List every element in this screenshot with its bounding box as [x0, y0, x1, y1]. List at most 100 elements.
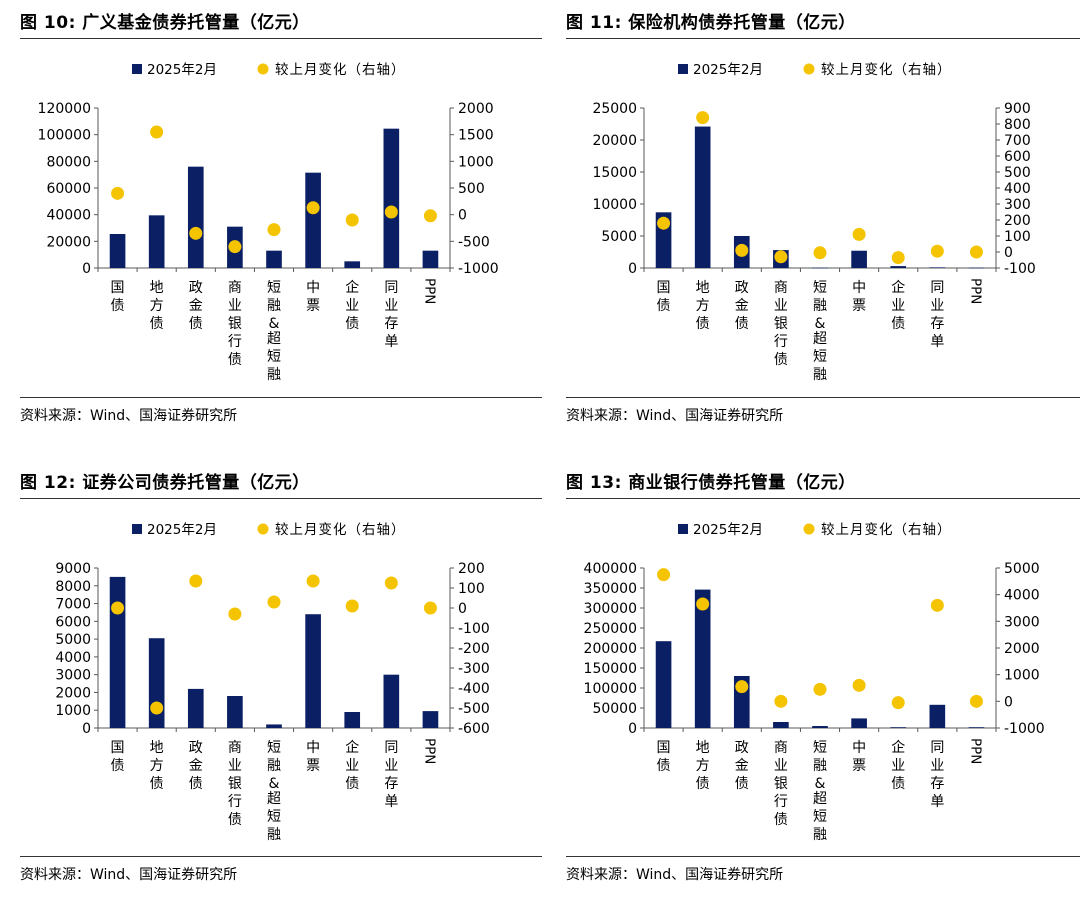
change-dot — [969, 694, 983, 708]
x-tick-char: 债 — [774, 812, 788, 828]
x-tick-char: 融 — [267, 367, 281, 383]
bar — [422, 711, 439, 728]
x-tick-char: 融 — [267, 827, 281, 843]
left-tick-label: 4000 — [55, 650, 91, 666]
right-tick-label: 1000 — [1004, 668, 1040, 684]
bar — [890, 266, 907, 268]
change-dot — [228, 607, 242, 621]
x-tick-char: 地 — [696, 280, 710, 296]
right-tick-label: 5000 — [1004, 561, 1040, 577]
left-tick-label: 15000 — [592, 165, 637, 181]
x-tick-label: 国债 — [111, 280, 125, 314]
bar — [148, 638, 165, 728]
x-tick-label: 商业银行债 — [774, 280, 788, 368]
x-tick-char: 短 — [267, 809, 281, 825]
change-dot — [423, 209, 437, 223]
change-dot — [813, 682, 827, 696]
right-tick-label: -300 — [458, 661, 490, 677]
change-dot — [306, 574, 320, 588]
change-dot — [696, 111, 710, 125]
x-tick-char: 融 — [813, 827, 827, 843]
x-tick-char: 政 — [189, 280, 203, 296]
right-tick-label: -500 — [458, 234, 490, 250]
x-tick-char: 票 — [852, 298, 866, 314]
left-tick-label: 5000 — [601, 229, 637, 245]
legend: 2025年2月 较上月变化（右轴） — [678, 522, 951, 538]
x-tick-char: 行 — [228, 794, 242, 810]
x-tick-char: 银 — [774, 776, 788, 792]
change-dot — [969, 245, 983, 259]
legend-bar-label: 2025年2月 — [147, 522, 217, 538]
x-tick-char: 地 — [696, 740, 710, 756]
x-tick-char: 单 — [384, 334, 398, 350]
x-tick-char: 短 — [813, 349, 827, 365]
bar — [266, 724, 282, 728]
change-dot — [150, 701, 164, 715]
x-tick-char: 国 — [111, 740, 125, 756]
x-tick-label: 商业银行债 — [774, 740, 788, 828]
x-tick-char: 行 — [228, 334, 242, 350]
chart-panel-13: 图 13: 商业银行债券托管量（亿元） 2025年2月 较上月变化（右轴） 0 500… — [566, 462, 1080, 899]
left-tick-label: 40000 — [46, 208, 91, 224]
chart-panel-12: 图 12: 证券公司债券托管量（亿元） 2025年2月 较上月变化（右轴） 0 100… — [20, 462, 542, 899]
left-tick-label: 10000 — [592, 197, 637, 213]
x-tick-char: 业 — [345, 758, 359, 774]
bar — [187, 166, 204, 268]
x-tick-char: 政 — [735, 740, 749, 756]
x-tick-label: 商业银行债 — [228, 280, 242, 368]
right-tick-label: 500 — [1004, 165, 1031, 181]
change-dot — [267, 223, 281, 237]
left-tick-label: 250000 — [584, 621, 637, 637]
bar — [929, 267, 946, 268]
change-dot — [150, 125, 164, 139]
change-dot — [384, 205, 398, 219]
x-tick-char: 地 — [150, 280, 164, 296]
x-tick-char: 单 — [930, 334, 944, 350]
legend-bar-label: 2025年2月 — [693, 62, 763, 78]
x-tick-char: 企 — [345, 739, 359, 756]
title-divider — [20, 38, 542, 39]
x-tick-char: 票 — [852, 758, 866, 774]
x-tick-char: 政 — [735, 280, 749, 296]
change-dot — [267, 595, 281, 609]
legend-dot-label: 较上月变化（右轴） — [275, 522, 406, 538]
bar — [383, 674, 400, 728]
x-tick-label: 政金债 — [189, 280, 203, 332]
x-tick-char: 债 — [228, 352, 242, 368]
x-tick-label: 地方债 — [150, 740, 164, 792]
legend-bar-swatch — [678, 64, 688, 74]
x-tick-char: 银 — [774, 316, 788, 332]
left-tick-label: 100000 — [38, 128, 91, 144]
right-tick-label: 800 — [1004, 117, 1031, 133]
right-tick-label: 0 — [458, 208, 467, 224]
left-tick-label: 0 — [82, 261, 91, 277]
left-tick-label: 100000 — [584, 681, 637, 697]
legend-dot-swatch — [803, 63, 815, 75]
x-tick-char: 业 — [891, 298, 905, 314]
bar — [422, 250, 439, 268]
x-tick-char: 存 — [384, 776, 398, 792]
change-dot — [852, 227, 866, 241]
x-tick-char: 方 — [150, 298, 164, 314]
x-tick-char: 行 — [774, 334, 788, 350]
x-tick-char: 政 — [189, 740, 203, 756]
bar — [812, 726, 828, 728]
legend-dot-swatch — [803, 523, 815, 535]
right-tick-label: -100 — [1004, 261, 1036, 277]
right-tick-label: 500 — [458, 181, 485, 197]
legend-bar-label: 2025年2月 — [693, 522, 763, 538]
right-tick-label: 600 — [1004, 149, 1031, 165]
x-tick-char: 中 — [306, 280, 320, 296]
right-tick-label: -100 — [458, 621, 490, 637]
bar — [694, 126, 711, 268]
chart-13: 2025年2月 较上月变化（右轴）050000100000150000200000… — [584, 522, 1045, 843]
x-tick-label: 商业银行债 — [228, 740, 242, 828]
bar — [187, 688, 204, 728]
x-tick-char: 债 — [657, 758, 671, 774]
x-tick-char: 国 — [111, 280, 125, 296]
left-tick-label: 20000 — [592, 133, 637, 149]
bar — [929, 704, 946, 728]
right-tick-label: -600 — [458, 721, 490, 737]
x-tick-text: PPN — [967, 738, 983, 764]
